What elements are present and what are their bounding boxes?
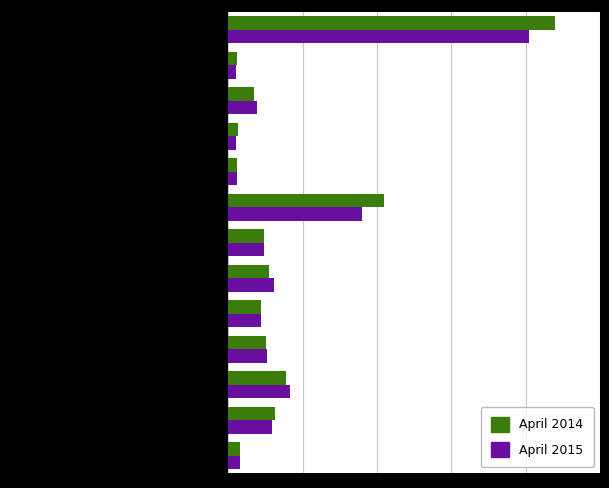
Bar [228,407,275,420]
Bar [228,30,529,43]
Bar [228,420,272,434]
Bar [228,243,264,256]
Bar [228,314,261,327]
Bar [228,278,273,292]
Bar [228,300,261,314]
Bar [228,52,236,65]
Bar [228,194,384,207]
Bar [228,336,266,349]
Bar [228,158,236,172]
Bar [228,17,555,30]
Bar [228,349,267,363]
Bar [228,265,269,278]
Bar [228,229,264,243]
Legend: April 2014, April 2015: April 2014, April 2015 [481,407,594,467]
Bar [228,172,236,185]
Bar [228,87,253,101]
Bar [228,136,236,150]
Bar [228,371,286,385]
Bar [228,101,258,114]
Bar [228,456,239,469]
Bar [228,207,362,221]
Bar [228,385,290,398]
Bar [228,442,239,456]
Bar [228,65,236,79]
Bar [228,123,238,136]
